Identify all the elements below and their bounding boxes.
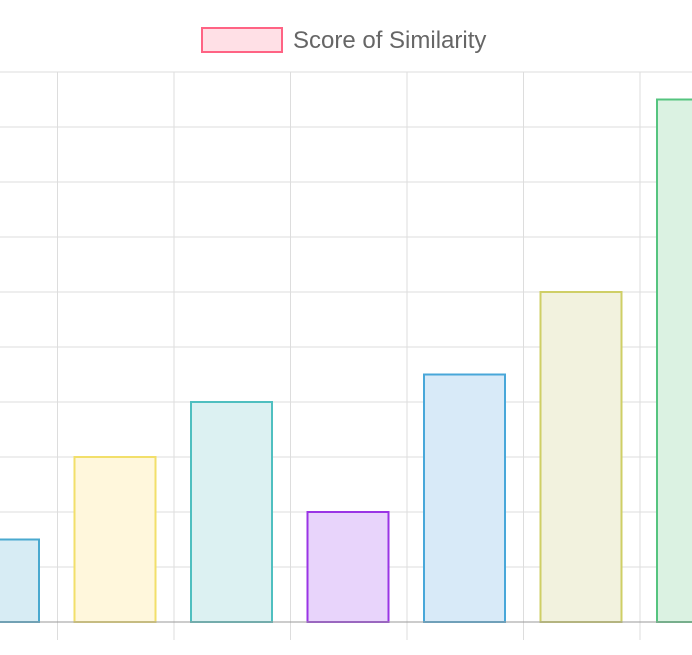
bar[interactable] — [306, 511, 390, 623]
legend-label: Score of Similarity — [293, 27, 486, 54]
bar[interactable] — [0, 538, 40, 623]
legend-swatch — [201, 27, 283, 53]
bar[interactable] — [656, 98, 692, 623]
legend[interactable]: Score of Similarity — [201, 27, 486, 54]
grid — [0, 71, 692, 640]
bar[interactable] — [73, 456, 157, 623]
bar[interactable] — [539, 291, 623, 623]
bar[interactable] — [423, 373, 506, 623]
bars — [0, 98, 692, 623]
bar[interactable] — [190, 401, 273, 623]
